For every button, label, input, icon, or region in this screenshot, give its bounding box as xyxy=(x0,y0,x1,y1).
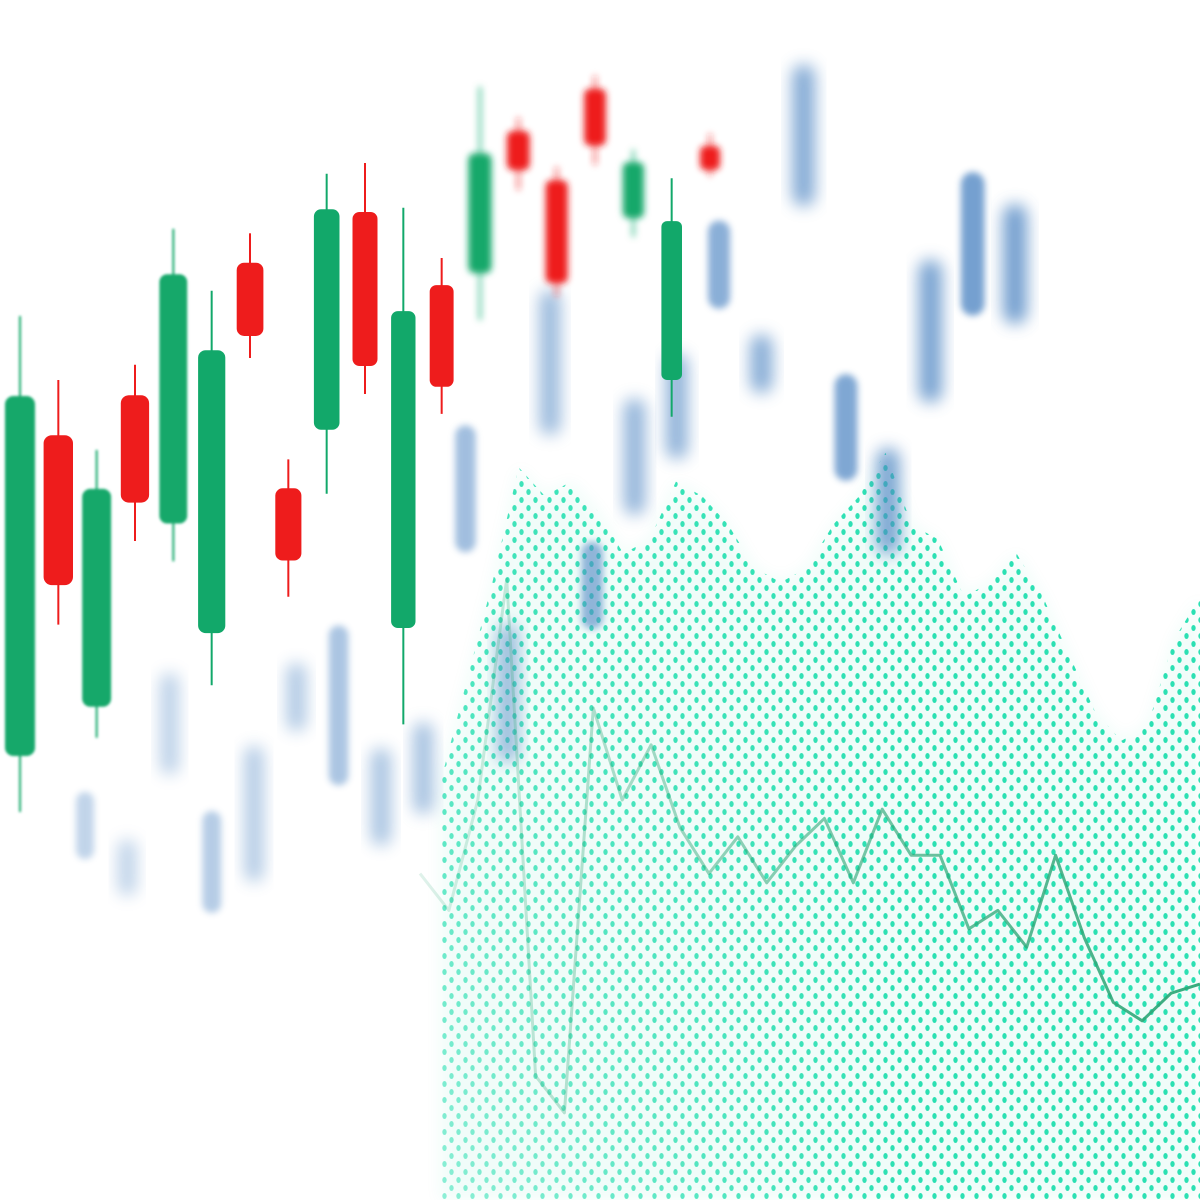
dotted-area-layer xyxy=(440,452,1200,1200)
candle-body xyxy=(5,396,35,756)
blue-bar xyxy=(118,839,137,896)
candle-down xyxy=(700,134,720,176)
blue-bar xyxy=(202,811,222,913)
blue-bar xyxy=(76,792,94,860)
candle-body xyxy=(159,274,188,524)
blue-volume-bars xyxy=(76,64,1027,913)
candle-up xyxy=(468,86,492,320)
candle-down xyxy=(275,459,302,597)
candle-up xyxy=(82,450,112,738)
blue-bar xyxy=(413,722,434,815)
candle-down xyxy=(120,364,150,541)
blue-bar xyxy=(581,541,603,630)
candle-down xyxy=(236,233,264,358)
candle-body xyxy=(313,209,340,430)
blue-bar xyxy=(623,398,646,516)
candle-body xyxy=(43,435,73,586)
candle-down xyxy=(506,117,530,190)
blue-bar xyxy=(834,374,858,481)
candle-body xyxy=(622,162,644,219)
candle-body xyxy=(236,262,264,336)
price-line xyxy=(418,577,1200,1115)
blue-bar xyxy=(286,663,307,732)
candle-up xyxy=(5,316,35,812)
candle-body xyxy=(468,153,492,274)
candle-body xyxy=(545,180,568,284)
blue-bar xyxy=(918,259,943,403)
candle-body xyxy=(584,88,606,146)
blue-bar xyxy=(244,745,264,882)
candle-up xyxy=(198,290,226,686)
candle-down xyxy=(43,380,73,625)
candles-layer xyxy=(5,76,720,812)
candle-up xyxy=(159,228,188,562)
blue-bar xyxy=(497,623,519,763)
candle-body xyxy=(429,285,454,387)
candle-up xyxy=(313,173,340,494)
candle-down xyxy=(584,76,606,165)
price-line-layer xyxy=(418,577,1200,1115)
candle-down xyxy=(429,258,454,414)
blue-bar xyxy=(539,290,561,435)
blue-bar xyxy=(792,64,815,207)
blue-bar xyxy=(960,172,985,316)
blue-bar xyxy=(708,220,731,309)
blue-bar xyxy=(328,625,349,786)
candle-down xyxy=(352,163,378,394)
candle-body xyxy=(352,212,378,366)
candle-body xyxy=(661,221,682,380)
candle-body xyxy=(120,395,150,503)
candle-body xyxy=(391,311,416,628)
blue-bar xyxy=(750,334,773,394)
candle-body xyxy=(198,350,226,634)
candle-body xyxy=(700,146,720,170)
blue-bar xyxy=(455,425,476,553)
candle-up xyxy=(622,149,644,237)
candle-body xyxy=(82,488,112,707)
blue-bar xyxy=(1003,204,1027,324)
area-glow xyxy=(440,452,1200,1200)
blue-bar xyxy=(876,447,900,555)
candle-down xyxy=(545,167,568,297)
candle-body xyxy=(506,130,530,171)
candle-up xyxy=(391,207,416,725)
blue-bar xyxy=(160,673,179,775)
blue-bar xyxy=(371,748,391,846)
candle-up xyxy=(661,178,682,417)
candle-body xyxy=(275,488,302,561)
